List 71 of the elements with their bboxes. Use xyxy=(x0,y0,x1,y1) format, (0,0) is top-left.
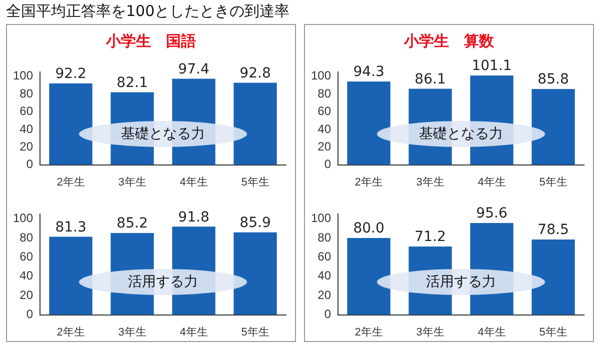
annotation: 活用する力 xyxy=(128,272,198,291)
y-tick-label: 80 xyxy=(318,86,332,100)
y-tick-label: 20 xyxy=(20,139,34,154)
y-tick-label: 0 xyxy=(324,307,332,322)
x-tick-label: 2年生 xyxy=(354,325,383,338)
x-tick-label: 5年生 xyxy=(241,175,270,188)
y-tick-label: 40 xyxy=(20,122,34,136)
y-tick-label: 0 xyxy=(26,307,34,322)
y-tick-label: 0 xyxy=(26,157,34,172)
y-tick-label: 40 xyxy=(318,122,332,136)
y-tick-label: 100 xyxy=(12,211,34,226)
annotation: 活用する力 xyxy=(426,272,496,291)
x-tick-label: 5年生 xyxy=(539,325,568,338)
bar xyxy=(49,236,92,315)
data-label: 78.5 xyxy=(538,222,569,238)
x-tick-label: 2年生 xyxy=(56,175,85,188)
bar xyxy=(234,232,277,315)
y-tick-label: 100 xyxy=(310,68,332,83)
y-tick-label: 100 xyxy=(12,68,34,83)
y-tick-label: 80 xyxy=(20,230,34,244)
y-tick-label: 60 xyxy=(20,104,34,118)
data-label: 86.1 xyxy=(414,71,446,88)
x-tick-label: 4年生 xyxy=(478,325,506,338)
y-tick-label: 40 xyxy=(20,268,34,283)
data-label: 82.1 xyxy=(116,74,148,91)
bar xyxy=(234,82,277,165)
data-label: 94.3 xyxy=(353,64,384,80)
x-tick-label: 5年生 xyxy=(539,175,568,188)
x-tick-label: 4年生 xyxy=(478,175,506,188)
data-label: 95.6 xyxy=(476,206,508,222)
x-tick-label: 3年生 xyxy=(118,175,146,188)
y-tick-label: 0 xyxy=(324,157,332,172)
x-tick-label: 2年生 xyxy=(56,325,85,338)
y-tick-label: 80 xyxy=(20,86,34,100)
y-tick-label: 60 xyxy=(318,104,332,118)
y-tick-label: 80 xyxy=(318,230,332,244)
bar xyxy=(532,239,575,315)
x-tick-label: 2年生 xyxy=(354,175,383,188)
data-label: 85.9 xyxy=(240,214,271,231)
y-tick-label: 20 xyxy=(318,288,332,302)
bar xyxy=(347,238,390,315)
x-tick-label: 3年生 xyxy=(416,175,444,188)
data-label: 92.2 xyxy=(55,66,86,82)
data-label: 85.8 xyxy=(538,72,569,88)
data-label: 92.8 xyxy=(240,65,271,82)
y-tick-label: 100 xyxy=(310,211,332,226)
bar xyxy=(532,88,575,165)
chart-title: 全国平均正答率を100としたときの到達率 xyxy=(6,2,290,21)
data-label: 101.1 xyxy=(472,58,512,74)
annotation: 基礎となる力 xyxy=(121,125,205,144)
y-tick-label: 20 xyxy=(318,139,332,154)
data-label: 97.4 xyxy=(178,61,210,78)
annotation: 基礎となる力 xyxy=(419,125,503,144)
bar xyxy=(347,81,390,165)
x-tick-label: 4年生 xyxy=(180,325,208,338)
bar xyxy=(49,83,92,165)
chart-subtitle: 小学生 国語 xyxy=(104,32,197,51)
y-tick-label: 60 xyxy=(318,250,332,264)
chart-subtitle: 小学生 算数 xyxy=(402,32,495,51)
x-tick-label: 4年生 xyxy=(180,175,208,188)
x-tick-label: 5年生 xyxy=(241,325,270,338)
y-tick-label: 60 xyxy=(20,250,34,264)
y-tick-label: 40 xyxy=(318,268,332,283)
data-label: 80.0 xyxy=(353,220,384,237)
y-tick-label: 20 xyxy=(20,288,34,302)
data-label: 81.3 xyxy=(55,219,86,236)
data-label: 85.2 xyxy=(116,216,148,232)
x-tick-label: 3年生 xyxy=(118,325,146,338)
x-tick-label: 3年生 xyxy=(416,325,444,338)
data-label: 91.8 xyxy=(178,209,210,226)
data-label: 71.2 xyxy=(414,229,446,246)
